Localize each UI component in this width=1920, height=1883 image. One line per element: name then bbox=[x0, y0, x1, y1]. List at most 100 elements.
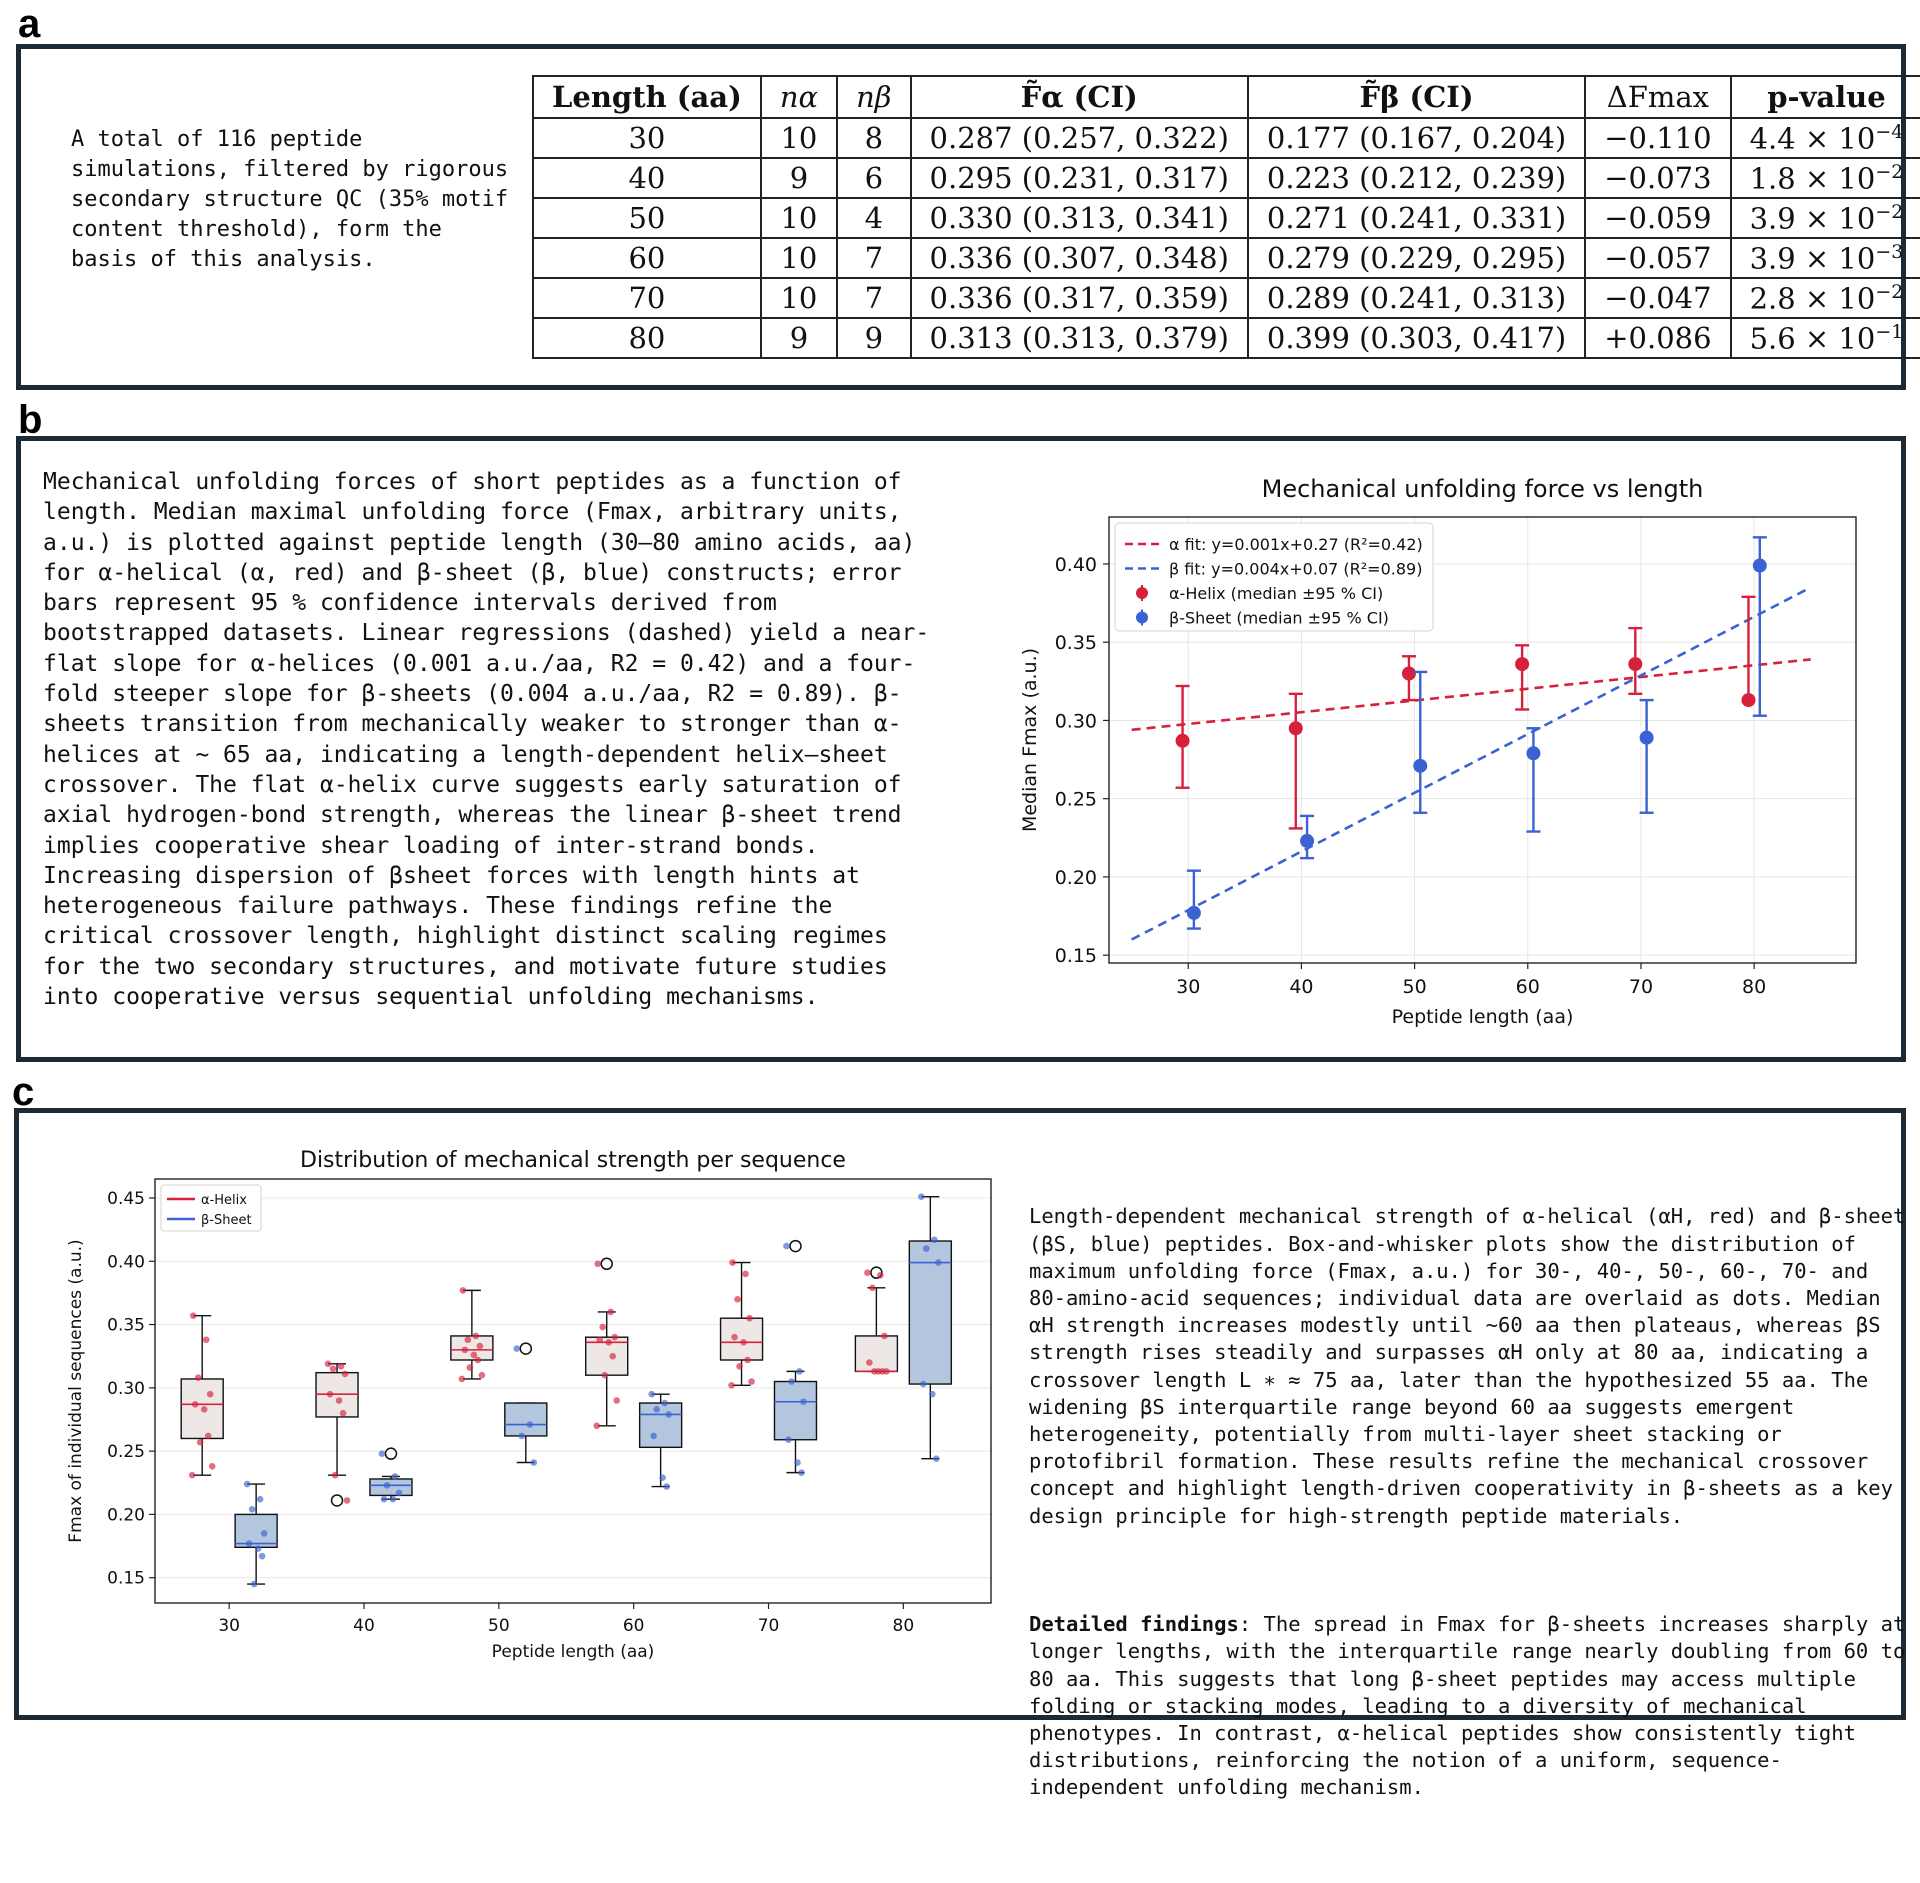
cell-f-alpha: 0.313 (0.313, 0.379) bbox=[909, 317, 1249, 359]
cell-f-alpha: 0.336 (0.317, 0.359) bbox=[909, 277, 1249, 319]
cell-p-value: 3.9 × 10−3 bbox=[1729, 237, 1920, 279]
alpha-median-point bbox=[1628, 657, 1643, 672]
panel-label-c: c bbox=[12, 1070, 35, 1114]
cell-n-alpha: 10 bbox=[759, 277, 839, 319]
y-tick-label: 0.40 bbox=[1055, 554, 1097, 576]
x-tick-label: 50 bbox=[1402, 976, 1426, 998]
beta-median-point bbox=[1186, 905, 1201, 920]
outlier-marker bbox=[384, 1447, 398, 1460]
cell-length: 70 bbox=[532, 277, 762, 319]
cell-p-value: 1.8 × 10−2 bbox=[1729, 157, 1920, 199]
cell-f-beta: 0.399 (0.303, 0.417) bbox=[1246, 317, 1587, 359]
panel-a-description: A total of 116 peptide simulations, filt… bbox=[71, 127, 522, 272]
cell-length: 30 bbox=[532, 117, 762, 159]
table-row: 30 10 8 0.287 (0.257, 0.322) 0.177 (0.167, 0… bbox=[532, 117, 1920, 159]
cell-n-beta: 7 bbox=[836, 237, 912, 279]
header-p-value: p-value bbox=[1729, 75, 1920, 119]
beta-data-point bbox=[248, 1506, 256, 1513]
legend-label: β fit: y=0.004x+0.07 (R²=0.89) bbox=[1169, 560, 1422, 579]
beta-data-point bbox=[378, 1450, 386, 1457]
cell-n-alpha: 9 bbox=[759, 157, 839, 199]
p-value-exponent: −2 bbox=[1875, 280, 1904, 303]
alpha-data-point bbox=[326, 1390, 334, 1398]
beta-data-point bbox=[254, 1545, 262, 1552]
beta-data-point bbox=[788, 1378, 795, 1385]
alpha-data-point bbox=[188, 1471, 196, 1479]
alpha-data-point bbox=[189, 1312, 197, 1319]
x-tick-label: 70 bbox=[758, 1616, 780, 1636]
beta-data-point bbox=[785, 1436, 792, 1444]
alpha-data-point bbox=[746, 1314, 753, 1322]
outlier-marker bbox=[330, 1494, 344, 1507]
beta-data-point bbox=[798, 1469, 805, 1476]
header-delta-fmax: ΔFmax bbox=[1584, 75, 1732, 119]
cell-f-alpha: 0.336 (0.307, 0.348) bbox=[909, 237, 1249, 279]
y-axis-label: Median Fmax (a.u.) bbox=[1019, 648, 1041, 832]
alpha-data-point bbox=[470, 1351, 478, 1359]
y-tick-label: 0.15 bbox=[107, 1569, 145, 1589]
cell-f-alpha: 0.330 (0.313, 0.341) bbox=[909, 197, 1249, 239]
beta-box bbox=[234, 1513, 278, 1549]
alpha-data-point bbox=[341, 1370, 349, 1378]
panel-a: A total of 116 peptide simulations, filt… bbox=[16, 44, 1920, 390]
p-value-exponent: −2 bbox=[1875, 200, 1904, 223]
cell-delta: −0.057 bbox=[1584, 237, 1732, 279]
beta-fit-line bbox=[1131, 586, 1812, 941]
cell-n-beta: 9 bbox=[836, 317, 912, 359]
beta-data-point bbox=[250, 1580, 258, 1588]
cell-n-beta: 6 bbox=[836, 157, 912, 199]
alpha-data-point bbox=[339, 1409, 347, 1417]
alpha-data-point bbox=[329, 1365, 337, 1373]
beta-median-point bbox=[1413, 758, 1428, 773]
alpha-data-point bbox=[866, 1359, 873, 1366]
cell-p-value: 5.6 × 10−1 bbox=[1729, 317, 1920, 359]
beta-data-point bbox=[526, 1421, 534, 1428]
outlier-marker bbox=[600, 1257, 613, 1271]
cell-n-beta: 8 bbox=[836, 117, 912, 159]
cell-n-beta: 7 bbox=[836, 277, 912, 319]
alpha-data-point bbox=[464, 1336, 472, 1344]
y-axis-label: Fmax of individual sequences (a.u.) bbox=[66, 1239, 86, 1542]
alpha-median-point bbox=[1741, 693, 1756, 708]
p-value-mantissa: 3.9 × 10 bbox=[1749, 201, 1876, 236]
alpha-median-point bbox=[1288, 721, 1303, 736]
cell-n-alpha: 9 bbox=[759, 317, 839, 359]
cell-length: 40 bbox=[532, 157, 762, 199]
p-value-mantissa: 4.4 × 10 bbox=[1749, 121, 1876, 156]
beta-box bbox=[638, 1402, 683, 1449]
cell-f-beta: 0.289 (0.241, 0.313) bbox=[1246, 277, 1587, 319]
beta-median-point bbox=[1526, 746, 1541, 761]
y-tick-label: 0.35 bbox=[107, 1316, 145, 1336]
beta-data-point bbox=[380, 1495, 388, 1503]
p-value-mantissa: 3.9 × 10 bbox=[1749, 241, 1876, 276]
alpha-data-point bbox=[208, 1463, 216, 1470]
chart-title: Distribution of mechanical strength per … bbox=[300, 1148, 846, 1173]
table-row: 40 9 6 0.295 (0.231, 0.317) 0.223 (0.212, 0.… bbox=[532, 157, 1920, 199]
x-axis-label: Peptide length (aa) bbox=[1392, 1006, 1574, 1028]
y-tick-label: 0.25 bbox=[1055, 789, 1097, 811]
alpha-box bbox=[719, 1317, 764, 1361]
y-tick-label: 0.35 bbox=[1055, 632, 1097, 654]
beta-data-point bbox=[648, 1390, 655, 1398]
alpha-data-point bbox=[204, 1432, 212, 1440]
header-f-alpha: F̃α (CI) bbox=[909, 75, 1249, 119]
x-tick-label: 30 bbox=[1176, 976, 1200, 998]
beta-data-point bbox=[389, 1495, 397, 1503]
cell-f-alpha: 0.287 (0.257, 0.322) bbox=[909, 117, 1249, 159]
panel-label-a: a bbox=[18, 2, 41, 46]
chart-unfolding-force-vs-length: Mechanical unfolding force vs length 30 40… bbox=[1019, 475, 1857, 1028]
alpha-data-point bbox=[466, 1364, 474, 1371]
plot-frame bbox=[1108, 516, 1857, 964]
beta-data-point bbox=[918, 1193, 925, 1201]
alpha-fit-line bbox=[1131, 658, 1811, 732]
findings-text: : The spread in Fmax for β-sheets increa… bbox=[1029, 1612, 1918, 1800]
alpha-data-point bbox=[472, 1332, 480, 1340]
alpha-data-point bbox=[599, 1323, 607, 1331]
table-row: 80 9 9 0.313 (0.313, 0.379) 0.399 (0.303, 0.… bbox=[532, 317, 1920, 359]
cell-p-value: 4.4 × 10−4 bbox=[1729, 117, 1920, 159]
beta-data-point bbox=[391, 1473, 399, 1480]
alpha-data-point bbox=[611, 1333, 619, 1341]
header-n-beta: nβ bbox=[836, 75, 912, 119]
beta-box bbox=[773, 1380, 818, 1441]
cell-f-beta: 0.279 (0.229, 0.295) bbox=[1246, 237, 1587, 279]
